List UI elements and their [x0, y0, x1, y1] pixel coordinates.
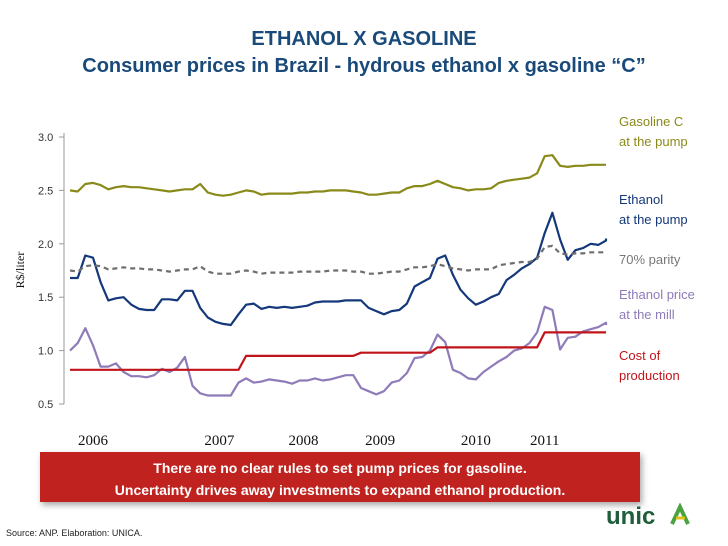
- legend-label: production: [619, 368, 680, 383]
- series-line-cost-of-production: [70, 331, 606, 371]
- series-line-ethanol-at-the-pump: [70, 211, 608, 327]
- y-axis-label: R$/liter: [13, 252, 27, 289]
- series-line-70-parity: [69, 244, 606, 275]
- legend-item: Cost of production: [619, 346, 724, 386]
- legend-item: Ethanol price at the mill: [619, 285, 724, 325]
- x-tick-label: 2010: [461, 433, 491, 449]
- y-tick-label: 1.5: [38, 292, 53, 304]
- y-tick-label: 1.0: [38, 346, 53, 358]
- source-note: Source: ANP. Elaboration: UNICA.: [6, 528, 143, 538]
- legend-label: at the pump: [619, 212, 688, 227]
- legend-item: Ethanol at the pump: [619, 190, 724, 230]
- banner-line-1: There are no clear rules to set pump pri…: [153, 460, 527, 476]
- y-tick-label: 2.0: [38, 239, 53, 251]
- message-banner: There are no clear rules to set pump pri…: [40, 452, 640, 502]
- x-tick-label: 2006: [78, 433, 109, 449]
- banner-line-2: Uncertainty drives away investments to e…: [114, 482, 566, 498]
- legend-label: 70% parity: [619, 252, 681, 267]
- chart-axes: 3.0 2.5 2.0 1.5 1.0 0.5 2006 2007 2008 2009 2010 20…: [38, 132, 559, 449]
- x-tick-label: 2009: [365, 433, 395, 449]
- chart-subtitle: Consumer prices in Brazil - hydrous etha…: [82, 55, 646, 77]
- legend-label: at the pump: [619, 134, 688, 149]
- legend-label: Ethanol price: [619, 287, 695, 302]
- chart-title: ETHANOL X GASOLINE: [251, 28, 477, 50]
- unica-logo-mark: unic: [606, 502, 690, 530]
- y-tick-label: 3.0: [38, 132, 53, 144]
- legend-label: Gasoline C: [619, 114, 684, 129]
- series-line-ethanol-price-at-the-mill: [69, 305, 608, 397]
- x-tick-label: 2007: [204, 433, 235, 449]
- series-line-gasoline-c-at-the-pump: [69, 154, 606, 197]
- legend-item: Gasoline C at the pump: [619, 112, 724, 152]
- chart-series: [69, 154, 608, 397]
- legend-item: 70% parity: [619, 250, 724, 270]
- legend-label: Ethanol: [619, 192, 664, 207]
- y-tick-label: 0.5: [38, 399, 53, 411]
- legend-label: Cost of: [619, 348, 661, 363]
- svg-text:unic: unic: [606, 503, 655, 529]
- x-tick-label: 2011: [530, 433, 559, 449]
- unica-logo: unic: [606, 502, 698, 530]
- y-tick-label: 2.5: [38, 185, 53, 197]
- legend-label: at the mill: [619, 307, 675, 322]
- x-tick-label: 2008: [289, 433, 319, 449]
